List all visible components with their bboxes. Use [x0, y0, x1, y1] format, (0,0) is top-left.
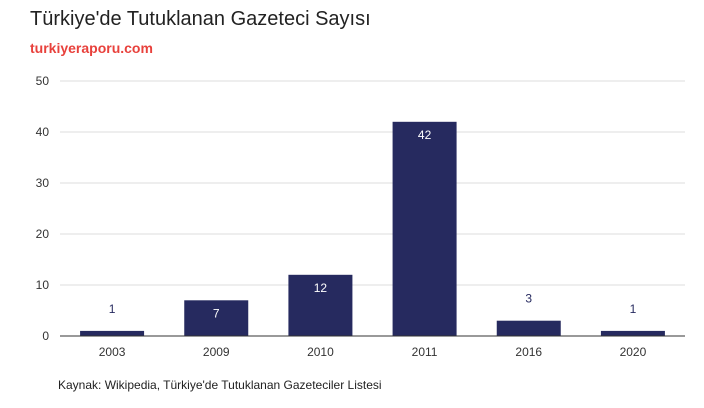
y-tick-label: 10	[36, 278, 50, 292]
x-tick-label: 2003	[99, 345, 126, 359]
x-tick-label: 2010	[307, 345, 334, 359]
data-label: 42	[418, 128, 432, 142]
bar	[600, 330, 665, 336]
x-tick-label: 2009	[203, 345, 230, 359]
y-tick-label: 50	[36, 74, 50, 88]
y-tick-label: 20	[36, 227, 50, 241]
bar	[288, 274, 353, 336]
bar	[80, 330, 145, 336]
data-label: 3	[525, 292, 532, 306]
bar	[392, 121, 457, 336]
chart-subtitle: turkiyeraporu.com	[30, 40, 153, 56]
data-label: 1	[630, 302, 637, 316]
y-tick-label: 40	[36, 125, 50, 139]
x-tick-label: 2011	[412, 345, 438, 359]
bar	[496, 320, 561, 336]
data-label: 1	[109, 302, 116, 316]
data-label: 12	[314, 281, 328, 295]
x-tick-label: 2016	[515, 345, 542, 359]
chart-title: Türkiye'de Tutuklanan Gazeteci Sayısı	[30, 8, 371, 30]
y-tick-label: 0	[42, 329, 49, 343]
bar	[184, 300, 249, 336]
y-tick-label: 30	[36, 176, 50, 190]
source-note: Kaynak: Wikipedia, Türkiye'de Tutuklanan…	[58, 378, 382, 392]
data-label: 7	[213, 306, 220, 320]
x-tick-label: 2020	[620, 345, 647, 359]
